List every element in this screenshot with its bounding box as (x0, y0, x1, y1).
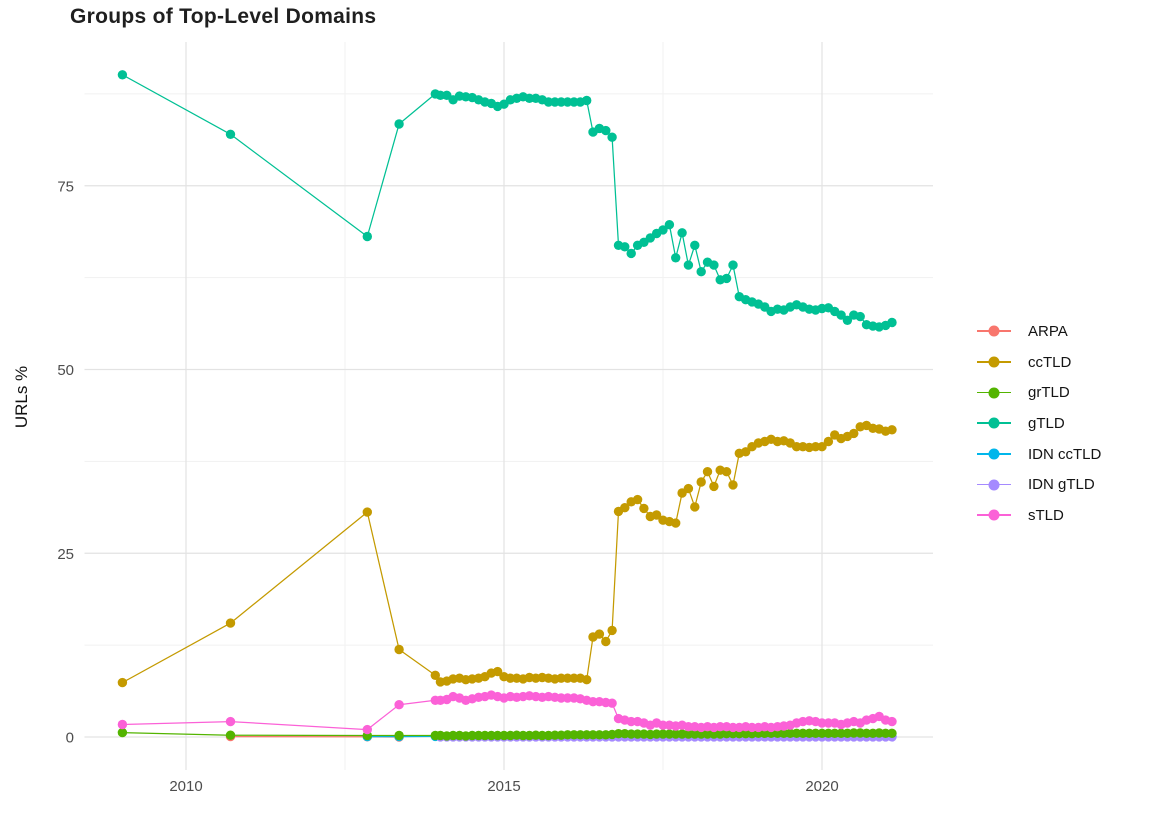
y-tick-label: 50 (57, 362, 74, 379)
y-tick-label: 75 (57, 178, 74, 195)
legend-label: ccTLD (1028, 353, 1072, 371)
legend-dot-swatch (988, 325, 1000, 337)
legend-dot-swatch (988, 356, 1000, 368)
legend-key-idn-cctld (977, 447, 1011, 461)
legend-label: ARPA (1028, 322, 1068, 340)
legend-item-arpa: ARPA (977, 316, 1101, 347)
legend: ARPA ccTLD grTLD gTLD IDN ccTLD IDN gTLD sTLD (977, 316, 1101, 531)
legend-dot-swatch (988, 448, 1000, 460)
gridlines (84, 42, 933, 770)
series-grtld (117, 727, 897, 741)
legend-dot-swatch (988, 509, 1000, 521)
legend-item-idn-cctld: IDN ccTLD (977, 439, 1101, 470)
legend-dot-swatch (988, 417, 1000, 429)
legend-item-stld: sTLD (977, 500, 1101, 531)
legend-label: sTLD (1028, 506, 1064, 524)
series-cctld (117, 420, 897, 688)
legend-label: IDN gTLD (1028, 476, 1095, 494)
legend-item-gtld: gTLD (977, 408, 1101, 439)
legend-item-grtld: grTLD (977, 377, 1101, 408)
x-tick-label: 2015 (487, 778, 520, 795)
legend-key-stld (977, 508, 1011, 522)
legend-key-arpa (977, 324, 1011, 338)
legend-label: grTLD (1028, 384, 1070, 402)
x-tick-label: 2020 (805, 778, 838, 795)
legend-dot-swatch (988, 479, 1000, 491)
legend-label: IDN ccTLD (1028, 445, 1102, 463)
series-stld (117, 690, 897, 735)
legend-key-grtld (977, 386, 1011, 400)
legend-label: gTLD (1028, 414, 1065, 432)
y-tick-label: 0 (66, 730, 74, 747)
legend-item-cctld: ccTLD (977, 347, 1101, 378)
legend-key-gtld (977, 416, 1011, 430)
legend-dot-swatch (988, 387, 1000, 399)
chart-title: Groups of Top-Level Domains (70, 5, 377, 28)
x-tick-label: 2010 (169, 778, 202, 795)
series-gtld (117, 70, 897, 332)
legend-key-cctld (977, 355, 1011, 369)
legend-key-idn-gtld (977, 478, 1011, 492)
y-tick-label: 25 (57, 546, 74, 563)
legend-item-idn-gtld: IDN gTLD (977, 469, 1101, 500)
